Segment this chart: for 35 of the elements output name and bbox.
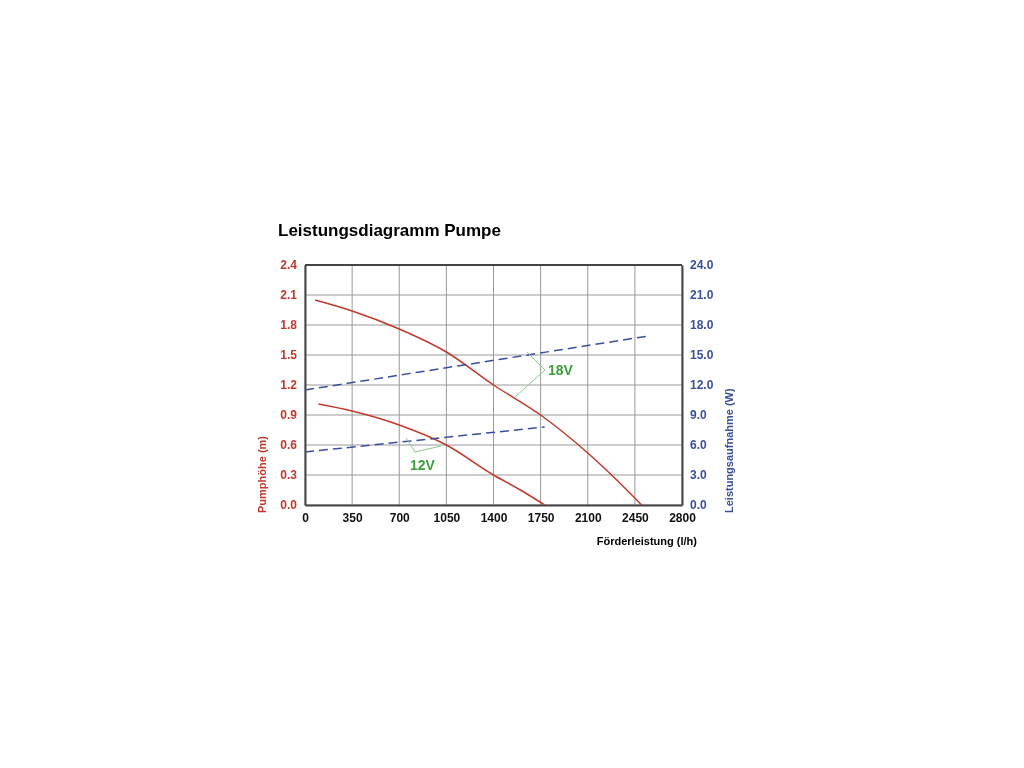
x-tick-label: 700 (389, 510, 411, 525)
y2-tick-label: 3.0 (690, 468, 708, 483)
y-tick-label: 0.3 (280, 468, 298, 483)
y-tick-label: 1.8 (280, 318, 298, 333)
y2-tick-label: 15.0 (690, 348, 714, 363)
y-tick-label: 0.6 (280, 438, 298, 453)
x-tick-label: 2800 (669, 510, 697, 525)
x-axis-title: Förderleistung (l/h) (596, 535, 698, 547)
y2-axis-title: Leistungsaufnahme (W) (723, 387, 735, 513)
y2-tick-label: 9.0 (690, 408, 708, 423)
x-tick-label: 2450 (622, 510, 650, 525)
y-tick-label: 1.5 (280, 348, 298, 363)
x-tick-label: 350 (342, 510, 363, 525)
y2-tick-label: 12.0 (690, 378, 714, 393)
annotation: 12V (410, 457, 436, 473)
y2-tick-label: 24.0 (690, 258, 714, 273)
y-tick-label: 0.9 (280, 408, 298, 423)
y2-tick-label: 21.0 (690, 288, 714, 303)
annotation: 18V (548, 362, 574, 378)
y2-tick-label: 6.0 (690, 438, 708, 453)
y-tick-label: 2.1 (280, 288, 298, 303)
y2-tick-label: 0.0 (690, 498, 708, 513)
y-tick-label: 2.4 (280, 258, 298, 273)
line-series (314, 299, 643, 506)
y2-tick-label: 18.0 (690, 318, 714, 333)
text: 0.0 (280, 498, 297, 513)
x-tick-label: 1750 (527, 510, 555, 525)
x-tick-label: 2100 (574, 510, 602, 525)
y-tick-label: 1.2 (280, 378, 298, 393)
line-series (317, 403, 546, 506)
x-tick-label: 1050 (433, 510, 461, 525)
chart-title: Leistungsdiagramm Pumpe (278, 221, 501, 240)
x-tick-label: 1400 (480, 510, 508, 525)
y-axis-title: Pumphöhe (m) (256, 435, 268, 513)
x-tick-label: 0 (302, 510, 310, 525)
